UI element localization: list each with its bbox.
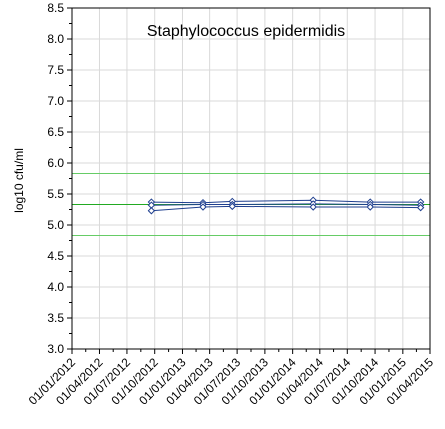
y-tick-label: 4.5 (47, 249, 64, 263)
y-tick-label: 5.0 (47, 218, 64, 232)
data-point (416, 203, 425, 212)
chart-title: Staphylococcus epidermidis (147, 23, 345, 40)
series-line (151, 199, 421, 204)
grid (71, 7, 431, 350)
data-point (199, 203, 207, 211)
series-line (151, 203, 421, 206)
series-layer (147, 196, 425, 215)
plot-frame (71, 7, 431, 350)
y-tick-label: 6.0 (47, 156, 64, 170)
x-axis: 01/01/201201/04/201201/07/201201/10/2012… (26, 349, 436, 408)
y-tick-label: 3.0 (47, 342, 64, 356)
data-point (228, 202, 236, 211)
y-axis-label: log10 cfu/ml (12, 148, 26, 213)
y-tick-label: 7.5 (47, 63, 64, 77)
y-tick-label: 8.5 (47, 1, 64, 15)
data-point (147, 207, 156, 215)
series-line (151, 205, 421, 212)
y-tick-label: 6.5 (47, 125, 64, 139)
y-axis: 3.0 3.5 4.0 4.5 5.0 5.5 6.0 6.5 7.0 7.5 8.0 8.5 (47, 1, 72, 356)
data-point (309, 203, 317, 211)
y-tick-label: 5.5 (47, 187, 64, 201)
y-tick-label: 4.0 (47, 280, 64, 294)
data-point (366, 203, 374, 211)
y-tick-label: 7.0 (47, 94, 64, 108)
y-tick-label: 3.5 (47, 311, 64, 325)
y-tick-label: 8.0 (47, 32, 64, 46)
